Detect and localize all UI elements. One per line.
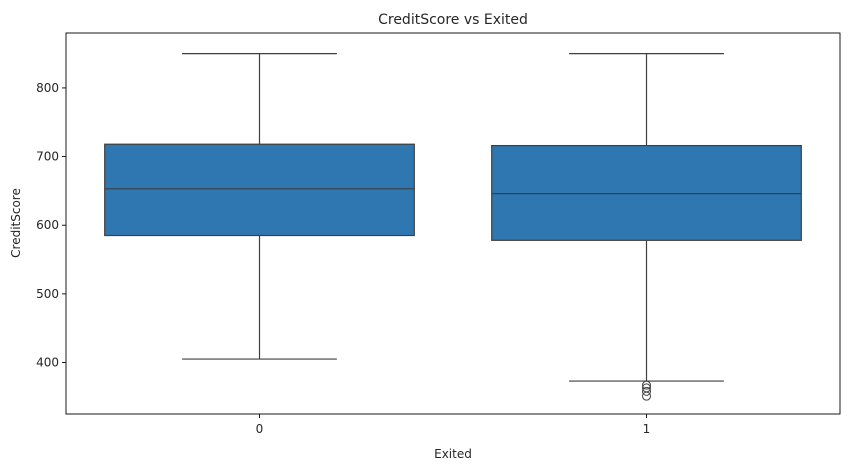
x-axis-label: Exited: [434, 447, 472, 461]
y-tick-label: 400: [36, 356, 59, 370]
box-iqr: [104, 143, 415, 237]
plot-area: 400 500 600 700 800 0 1: [36, 32, 841, 436]
outlier-point: [642, 383, 651, 393]
x-tick-label: 1: [643, 422, 651, 436]
y-axis-label: CreditScore: [9, 188, 23, 258]
axes-frame: [65, 32, 841, 415]
x-tick-label: 0: [256, 422, 264, 436]
box-iqr: [491, 144, 802, 241]
y-tick-label: 800: [36, 81, 59, 95]
outlier-point: [642, 380, 651, 390]
outlier-point: [642, 386, 651, 396]
y-tick-label: 700: [36, 150, 59, 164]
y-tick-label: 500: [36, 287, 59, 301]
y-tick-label: 600: [36, 218, 59, 232]
chart-title: CreditScore vs Exited: [378, 12, 528, 28]
outlier-point: [642, 391, 651, 401]
